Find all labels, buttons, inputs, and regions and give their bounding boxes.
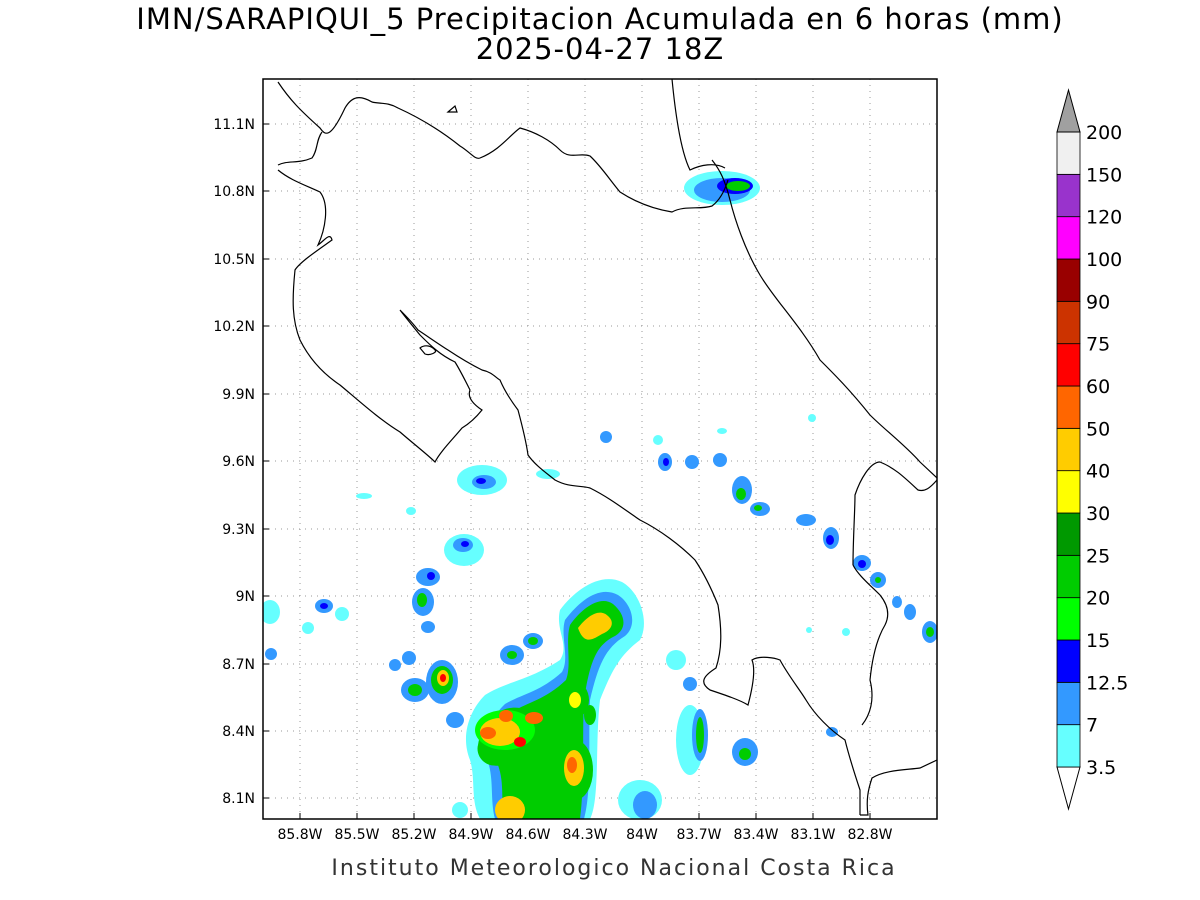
legend-color-box [1056,554,1081,599]
legend-level-label: 150 [1086,164,1122,186]
map-date: 2025-04-27 18Z [475,32,725,66]
rain-cell-north [684,171,760,205]
map-title: IMN/SARAPIQUI_5 Precipitacion Acumulada … [136,2,1064,36]
caribbean-coast-line [711,159,937,479]
legend-level-label: 100 [1086,249,1122,271]
panama-coast-line [852,564,889,726]
legend-color-box [1056,427,1081,472]
legend-high-arrow [1056,88,1081,133]
legend-color-box [1056,173,1081,218]
coastlines-borders [277,79,937,816]
longitude-tick-labels: 85.8W 85.5W 85.2W 84.9W 84.6W 84.3W 84W 83.7W 83… [277,827,892,843]
north-border-line [277,81,729,213]
lat-tick-label: 9.6N [222,454,255,470]
lat-tick-label: 8.4N [222,724,255,740]
legend-level-label: 50 [1086,418,1110,440]
legend-color-box [1056,639,1081,683]
lon-tick-label: 83.4W [733,827,778,843]
color-legend: 3.5 7 12.5 15 20 25 30 40 50 60 75 90 100 120 150 200 [1056,88,1128,811]
legend-color-box [1056,300,1081,345]
pacific-coast-line [277,131,861,815]
rain-cells-central [356,414,937,737]
lon-tick-label: 84W [626,827,658,843]
legend-color-box [1056,681,1081,726]
panama-border-line [860,759,937,816]
lon-tick-label: 83.1W [790,827,835,843]
legend-level-label: 120 [1086,207,1122,229]
precipitation-field [263,171,937,819]
legend-color-box [1056,258,1081,302]
lat-tick-label: 10.2N [213,319,255,335]
legend-level-label: 90 [1086,291,1110,313]
legend-level-label: 7 [1086,715,1098,737]
legend-level-label: 15 [1086,630,1110,652]
lat-tick-label: 11.1N [213,117,255,133]
lat-tick-label: 9.9N [222,387,255,403]
legend-level-label: 3.5 [1086,757,1116,779]
lon-tick-label: 85.5W [334,827,379,843]
legend-color-box [1056,470,1081,514]
footer-credit: Instituto Meteorologico Nacional Costa R… [331,856,897,881]
legend-level-label: 200 [1086,122,1122,144]
map-frame [262,78,938,820]
rain-cells-pacific [263,534,758,766]
lat-tick-label: 8.7N [222,657,255,673]
legend-level-label: 40 [1086,461,1110,483]
island-2 [419,345,437,356]
lat-tick-label: 9N [236,589,255,605]
legend-level-label: 60 [1086,376,1110,398]
lon-tick-label: 82.8W [847,827,892,843]
legend-level-label: 30 [1086,503,1110,525]
legend-color-box [1056,724,1081,768]
legend-color-box [1056,597,1081,641]
legend-color-box [1056,512,1081,556]
legend-level-label: 75 [1086,334,1110,356]
legend-color-box [1056,343,1081,387]
legend-level-label: 20 [1086,588,1110,610]
lat-tick-label: 9.3N [222,522,255,538]
legend-low-arrow [1056,766,1081,811]
legend-level-label: 25 [1086,545,1110,567]
lon-tick-label: 85.8W [277,827,322,843]
lat-tick-label: 10.5N [213,252,255,268]
legend-color-box [1056,131,1081,175]
lon-tick-label: 84.6W [505,827,550,843]
legend-level-label: 12.5 [1086,672,1128,694]
lat-tick-label: 10.8N [213,184,255,200]
lon-tick-label: 83.7W [676,827,721,843]
lon-tick-label: 85.2W [391,827,436,843]
legend-color-box [1056,385,1081,429]
lon-tick-label: 84.3W [562,827,607,843]
island-1 [446,104,458,113]
map-grid [263,79,937,819]
osa-peninsula-line [852,461,937,566]
lon-tick-label: 84.9W [448,827,493,843]
latitude-tick-labels: 11.1N 10.8N 10.5N 10.2N 9.9N 9.6N 9.3N 9N 8.7N 8.… [213,117,255,807]
rain-complex-south [452,579,708,819]
nicaragua-panhandle-line [671,79,726,171]
legend-color-box [1056,216,1081,260]
lat-tick-label: 8.1N [222,791,255,807]
